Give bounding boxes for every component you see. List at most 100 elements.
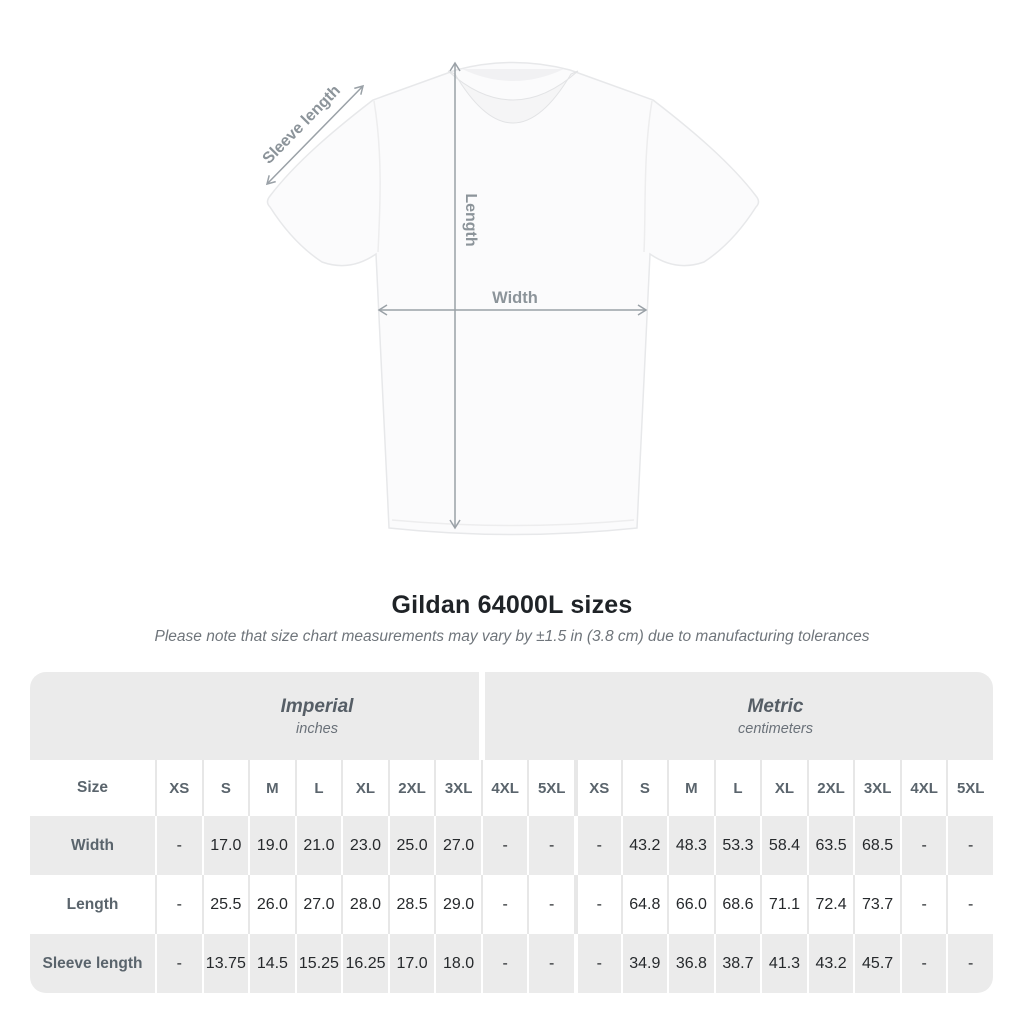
size-header-cell: S [620, 760, 668, 816]
size-header-cell: 5XL [946, 760, 993, 816]
size-header-row: Size XS S M L XL 2XL 3XL 4XL 5XL XS S M … [30, 760, 993, 816]
value-cell: - [155, 875, 202, 934]
length-arrow [449, 61, 461, 530]
value-cell: 68.6 [713, 875, 761, 934]
value-cell: - [527, 816, 574, 875]
size-header-cell: 4XL [899, 760, 947, 816]
value-cell: 53.3 [713, 816, 761, 875]
value-cell: - [155, 816, 202, 875]
size-header-cell: 4XL [480, 760, 528, 816]
value-cell: 17.0 [201, 816, 249, 875]
value-cell: 27.0 [294, 875, 342, 934]
size-header-cell: M [248, 760, 295, 816]
imperial-band: Imperial inches [30, 672, 479, 760]
value-cell: 43.2 [620, 816, 668, 875]
value-cell: 73.7 [853, 875, 900, 934]
metric-band: Metric centimeters [485, 672, 993, 760]
value-cell: 23.0 [341, 816, 388, 875]
value-cell: 17.0 [387, 934, 435, 993]
size-header-cell: 2XL [806, 760, 854, 816]
tshirt-measurement-diagram: Sleeve length Length Width [260, 61, 760, 536]
value-cell: 68.5 [853, 816, 900, 875]
value-cell: 34.9 [620, 934, 668, 993]
imperial-band-name: Imperial [280, 695, 354, 717]
size-header-cell: XL [341, 760, 388, 816]
value-cell: 28.0 [341, 875, 388, 934]
size-header-cell: 3XL [434, 760, 481, 816]
size-table: Imperial inches Metric centimeters Size … [30, 672, 993, 993]
table-row-length: Length - 25.5 26.0 27.0 28.0 28.5 29.0 -… [30, 875, 993, 934]
value-cell: 27.0 [434, 816, 481, 875]
value-cell: 38.7 [713, 934, 761, 993]
value-cell: 66.0 [667, 875, 714, 934]
row-label: Length [66, 895, 119, 913]
value-cell: 15.25 [294, 934, 342, 993]
value-cell: 41.3 [760, 934, 807, 993]
value-cell: - [574, 875, 621, 934]
width-label: Width [492, 289, 538, 307]
value-cell: - [899, 816, 947, 875]
metric-band-name: Metric [747, 695, 804, 717]
value-cell: 43.2 [806, 934, 854, 993]
value-cell: 72.4 [806, 875, 854, 934]
value-cell: - [480, 934, 528, 993]
value-cell: - [527, 875, 574, 934]
width-arrow [377, 304, 648, 316]
value-cell: 28.5 [387, 875, 435, 934]
size-column-header: Size [76, 779, 108, 796]
tshirt-diagram-svg: Sleeve length Length Width [260, 61, 760, 536]
value-cell: - [899, 934, 947, 993]
imperial-band-unit: inches [296, 720, 338, 737]
value-cell: 71.1 [760, 875, 807, 934]
table-row-width: Width - 17.0 19.0 21.0 23.0 25.0 27.0 - … [30, 816, 993, 875]
size-header-cell: L [294, 760, 342, 816]
metric-band-unit: centimeters [738, 720, 813, 737]
sleeve-length-arrow [265, 84, 365, 186]
value-cell: 13.75 [201, 934, 249, 993]
tshirt-left-sleeve-seam [373, 100, 381, 253]
value-cell: 36.8 [667, 934, 714, 993]
value-cell: 19.0 [248, 816, 295, 875]
value-cell: - [574, 934, 621, 993]
page-title: Gildan 64000L sizes [391, 591, 633, 619]
value-cell: - [155, 934, 202, 993]
tshirt-collar-back [462, 69, 564, 81]
row-label: Sleeve length [42, 954, 143, 972]
tolerance-note: Please note that size chart measurements… [154, 628, 870, 645]
value-cell: 63.5 [806, 816, 854, 875]
unit-band-row: Imperial inches Metric centimeters [30, 672, 993, 760]
value-cell: - [574, 816, 621, 875]
value-cell: 25.0 [387, 816, 435, 875]
value-cell: - [946, 816, 993, 875]
value-cell: 25.5 [201, 875, 249, 934]
size-header-cell: M [667, 760, 714, 816]
table-row-sleeve-length: Sleeve length - 13.75 14.5 15.25 16.25 1… [30, 934, 993, 993]
length-label: Length [462, 193, 479, 246]
value-cell: 26.0 [248, 875, 295, 934]
tshirt-body [266, 61, 760, 536]
size-header-cell: 5XL [527, 760, 574, 816]
value-cell: - [946, 875, 993, 934]
value-cell: - [527, 934, 574, 993]
size-header-cell: S [201, 760, 249, 816]
value-cell: - [946, 934, 993, 993]
value-cell: 29.0 [434, 875, 481, 934]
size-header-cell: XL [760, 760, 807, 816]
size-header-cell: 3XL [853, 760, 900, 816]
size-header-cell: L [713, 760, 761, 816]
tshirt-collar-band [447, 70, 579, 124]
value-cell: - [899, 875, 947, 934]
tshirt-hem-stitch [391, 519, 635, 527]
tshirt-right-sleeve-seam [643, 100, 653, 253]
value-cell: 18.0 [434, 934, 481, 993]
size-header-cell: XS [574, 760, 621, 816]
value-cell: 58.4 [760, 816, 807, 875]
size-header-cell: XS [155, 760, 202, 816]
value-cell: - [480, 816, 528, 875]
value-cell: 16.25 [341, 934, 388, 993]
row-label: Width [71, 836, 114, 854]
value-cell: - [480, 875, 528, 934]
value-cell: 14.5 [248, 934, 295, 993]
value-cell: 48.3 [667, 816, 714, 875]
heading-block: Gildan 64000L sizes Please note that siz… [0, 591, 1024, 646]
